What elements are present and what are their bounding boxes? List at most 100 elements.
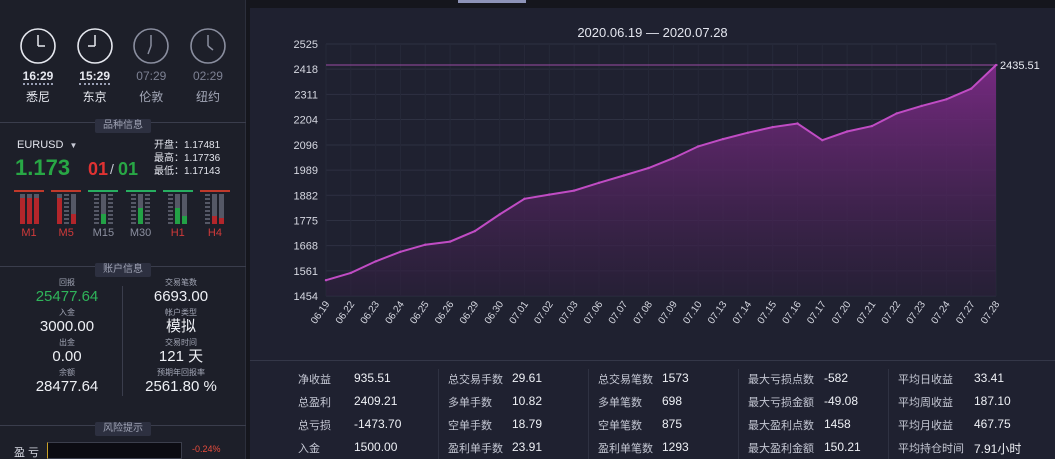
x-tick-label: 07.09 [656,299,680,326]
stat-key: 多单手数 [448,397,492,409]
y-tick-label: 2525 [294,39,318,51]
deposit-item: 入金 3000.00 [12,308,122,335]
x-tick-label: 07.07 [607,299,631,326]
timeframe-m1[interactable]: M1 [14,190,44,240]
world-clocks: 16:29 悉尼 15:29 东京 07:29 伦敦 02:29 纽约 [16,26,230,106]
equity-chart: 1454 1561 1668 1775 1882 1989 2096 2204 2311 2418… [294,39,1040,326]
data-point [473,229,477,233]
stat-key: 盈利单手数 [448,443,503,455]
signal-bars [14,190,44,224]
x-tick-label: 07.21 [855,299,879,326]
data-point [870,124,874,128]
data-point [597,181,601,184]
risk-label: 盈 亏 [14,447,40,459]
withdraw-item: 出金 0.00 [12,338,122,365]
account-section-title: 账户信息 [0,259,246,277]
section-title-text: 账户信息 [95,263,151,277]
symbol-selector[interactable]: EURUSD ▼ [17,139,77,151]
account-key: 交易笔数 [165,278,197,287]
trade-count-item: 交易笔数 6693.00 [126,278,236,305]
high-price: 最高：1.17736 [154,153,221,164]
x-tick-label: 07.01 [508,299,532,326]
balance-item: 余额 28477.64 [12,368,122,395]
x-tick-label: 06.23 [359,299,383,326]
stat-key: 平均周收益 [898,397,953,409]
x-tick-label: 07.15 [756,299,780,326]
stats-divider [738,369,739,459]
data-point [424,243,427,246]
data-point [622,174,625,177]
clock-sydney[interactable]: 16:29 悉尼 [16,26,60,106]
y-tick-label: 2311 [294,89,318,101]
stat-value: 1458 [824,417,851,431]
timeframe-h1[interactable]: H1 [162,190,193,240]
low-price: 最低：1.17143 [154,166,221,177]
stat-value: -49.08 [824,394,859,408]
stat-value: 187.10 [974,394,1011,408]
stat-value: 7.91小时 [974,442,1022,456]
timeframe-m15[interactable]: M15 [88,190,119,240]
account-value: 6693.00 [153,288,209,305]
account-key: 余额 [59,368,75,377]
x-tick-label: 06.30 [483,299,507,326]
x-tick-label: 07.23 [905,299,929,326]
data-point [796,122,799,125]
timeframe-m30[interactable]: M30 [125,190,156,240]
clock-london[interactable]: 07:29 伦敦 [129,26,173,106]
active-tab-indicator[interactable] [458,0,526,3]
data-point [349,271,352,275]
clock-time: 07:29 [136,69,167,83]
stat-value: 1573 [662,371,689,385]
clock-city: 东京 [82,90,107,104]
y-tick-label: 1882 [294,190,318,202]
data-point [994,63,998,67]
x-tick-label: 07.13 [706,299,730,326]
y-tick-label: 1561 [294,266,318,278]
stat-key: 最大亏损点数 [748,374,814,386]
clock-icon [133,28,170,64]
clock-icon [76,28,113,64]
y-tick-label: 1668 [294,241,318,253]
main-panel: 2020.06.19 — 2020.07.28 1454 1561 1668 1775… [250,8,1055,459]
account-key: 交易时间 [165,338,197,347]
stat-value: 1500.00 [354,440,398,454]
stat-key: 平均月收益 [898,420,953,432]
account-info: 回报 25477.64 入金 3000.00 出金 0.00 余额 28477.64 交… [0,278,246,400]
return-item: 回报 25477.64 [12,278,122,305]
x-tick-label: 07.24 [929,299,953,326]
clock-icon [20,28,56,64]
x-tick-label: 06.29 [458,299,482,326]
section-title-text: 风险提示 [95,422,151,436]
pip-value-b: 01 [118,159,139,179]
x-tick-label: 07.16 [781,299,805,326]
data-point [721,137,725,141]
account-value: 2561.80 % [145,378,217,395]
stat-value: 18.79 [512,417,543,431]
timeframe-m5[interactable]: M5 [51,190,82,240]
risk-meter [47,442,182,459]
x-tick-label: 07.28 [979,299,1003,326]
x-tick-label: 06.19 [309,299,333,326]
clock-tokyo[interactable]: 15:29 东京 [73,26,117,106]
timeframe-label: M30 [129,227,152,239]
x-tick-label: 07.20 [830,299,854,326]
y-tick-label: 2096 [294,140,318,152]
account-key: 帐户类型 [165,308,197,317]
timeframe-h4[interactable]: H4 [199,190,230,240]
data-point [374,260,377,263]
stat-value: 935.51 [354,371,391,385]
last-value-label: 2435.51 [1000,60,1040,72]
x-tick-label: 06.22 [334,299,358,326]
data-point [945,98,948,101]
data-point [895,112,898,115]
x-tick-label: 07.22 [880,299,904,326]
expected-return-item: 预期年回报率 2561.80 % [126,368,236,395]
account-value: 0.00 [52,348,82,365]
y-tick-label: 2418 [294,64,318,76]
stat-value: 1293 [662,440,689,454]
clock-newyork[interactable]: 02:29 纽约 [186,26,230,106]
account-type-item: 帐户类型 模拟 [126,308,236,335]
account-value: 3000.00 [39,318,95,335]
timeframe-label: M15 [92,227,115,239]
